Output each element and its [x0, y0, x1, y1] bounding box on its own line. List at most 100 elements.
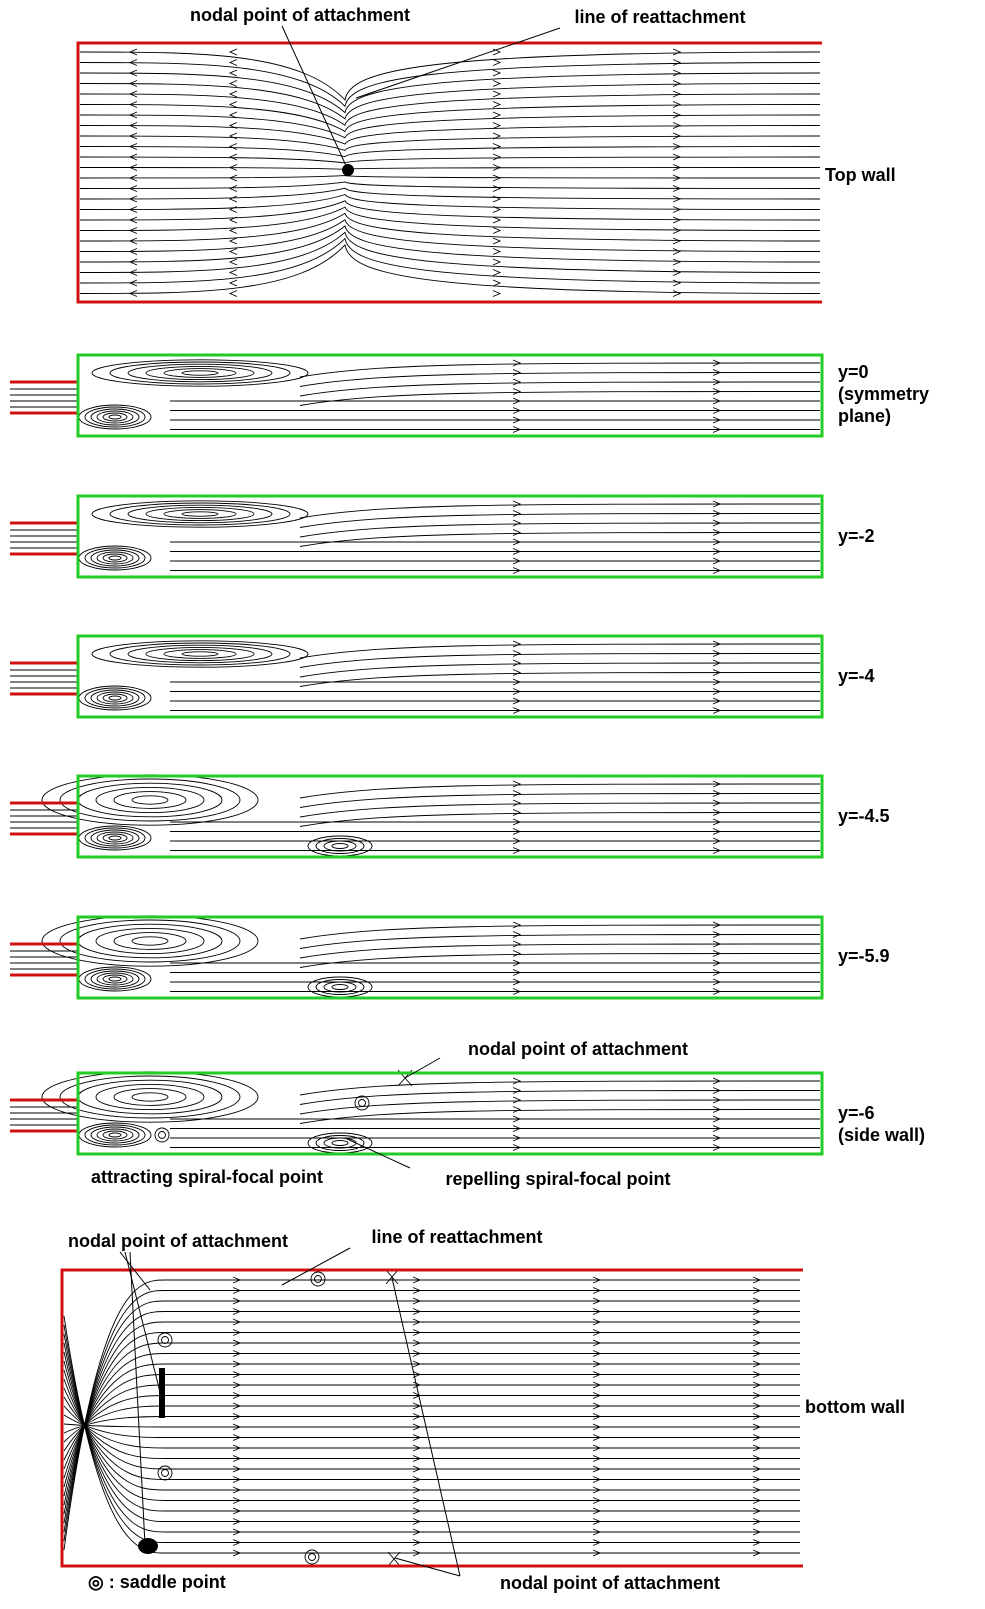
- arrow: [752, 1339, 762, 1347]
- streamline: [299, 513, 821, 528]
- vortex: [108, 695, 122, 701]
- streamline: [299, 372, 821, 387]
- arrow: [512, 847, 522, 854]
- arrow: [592, 1455, 602, 1462]
- arrow: [672, 248, 682, 255]
- vortex: [323, 981, 357, 993]
- vortex: [102, 553, 128, 563]
- vortex: [96, 1128, 134, 1142]
- vortex: [84, 687, 146, 709]
- arrow: [712, 959, 722, 967]
- node: [159, 1368, 165, 1418]
- arrow: [232, 1276, 242, 1284]
- arrow: [232, 1360, 242, 1368]
- arrow: [492, 290, 502, 297]
- leader: [344, 1137, 411, 1169]
- arrow: [412, 1434, 422, 1441]
- arrow: [712, 416, 722, 424]
- arrow: [512, 500, 522, 508]
- arrow: [512, 529, 522, 536]
- saddle: [158, 1131, 166, 1139]
- saddle: [161, 1469, 169, 1477]
- vortex: [41, 1071, 259, 1123]
- arrow: [492, 248, 502, 255]
- arrow: [512, 567, 522, 574]
- streamline: [79, 104, 821, 133]
- vortex: [102, 412, 128, 422]
- streamline: [299, 812, 821, 827]
- inlet: [10, 1098, 78, 1133]
- arrow: [512, 1144, 522, 1151]
- arrow: [228, 90, 238, 98]
- streamline: [63, 1363, 800, 1479]
- arrow: [752, 1402, 762, 1410]
- arrow: [672, 237, 682, 245]
- arrow: [512, 1096, 522, 1104]
- arrow: [128, 132, 138, 140]
- arrow: [512, 640, 522, 648]
- arrow: [512, 650, 522, 657]
- arrow: [592, 1528, 602, 1536]
- streamline: [299, 1099, 821, 1115]
- arrow: [232, 1434, 242, 1441]
- arrow: [712, 538, 722, 546]
- arrow: [128, 153, 138, 161]
- arrow: [512, 519, 522, 527]
- streamline: [79, 212, 821, 242]
- arrow: [592, 1308, 602, 1315]
- arrow: [232, 1423, 242, 1431]
- streamline: [299, 643, 821, 659]
- arrow: [712, 426, 722, 433]
- streamlines: [10, 48, 821, 1567]
- streamline: [79, 200, 821, 221]
- arrow: [592, 1381, 602, 1389]
- arrow: [232, 1465, 242, 1473]
- streamline: [299, 653, 821, 668]
- arrow: [712, 1115, 722, 1123]
- arrow: [712, 688, 722, 695]
- streamline: [79, 206, 821, 231]
- vortex: [113, 932, 187, 950]
- vortex: [84, 547, 146, 569]
- annotation: nodal point of attachment: [68, 1231, 288, 1251]
- arrow: [672, 195, 682, 203]
- streamline: [79, 167, 821, 170]
- arrow: [232, 1518, 242, 1525]
- leader: [394, 1557, 461, 1577]
- vortex: [90, 689, 140, 707]
- arrow: [712, 659, 722, 667]
- streamline: [299, 362, 821, 378]
- annotation: nodal point of attachment: [190, 5, 410, 25]
- arrow: [672, 269, 682, 276]
- arrow: [228, 101, 238, 108]
- arrow: [672, 164, 682, 171]
- annotation: line of reattachment: [574, 7, 745, 27]
- streamline: [79, 243, 821, 294]
- wall: [76, 41, 822, 304]
- arrow: [232, 1497, 242, 1504]
- streamline: [63, 1311, 800, 1524]
- leader: [355, 27, 561, 99]
- arrow: [228, 290, 238, 297]
- streamline: [79, 231, 821, 273]
- streamline: [79, 93, 821, 126]
- streamline: [79, 51, 821, 101]
- arrow: [128, 206, 138, 213]
- vortex: [163, 368, 237, 378]
- arrow: [492, 185, 502, 192]
- arrow: [128, 111, 138, 119]
- vortex: [108, 555, 122, 561]
- arrow: [752, 1434, 762, 1441]
- vortex: [96, 551, 134, 565]
- arrow: [412, 1381, 422, 1389]
- arrow: [712, 818, 722, 826]
- arrow: [232, 1507, 242, 1515]
- arrow: [412, 1276, 422, 1284]
- arrow: [592, 1444, 602, 1452]
- vortex: [102, 974, 128, 984]
- arrow: [712, 988, 722, 995]
- streamline: [79, 125, 821, 145]
- arrow: [512, 378, 522, 386]
- arrow: [512, 388, 522, 395]
- vortex: [95, 786, 205, 814]
